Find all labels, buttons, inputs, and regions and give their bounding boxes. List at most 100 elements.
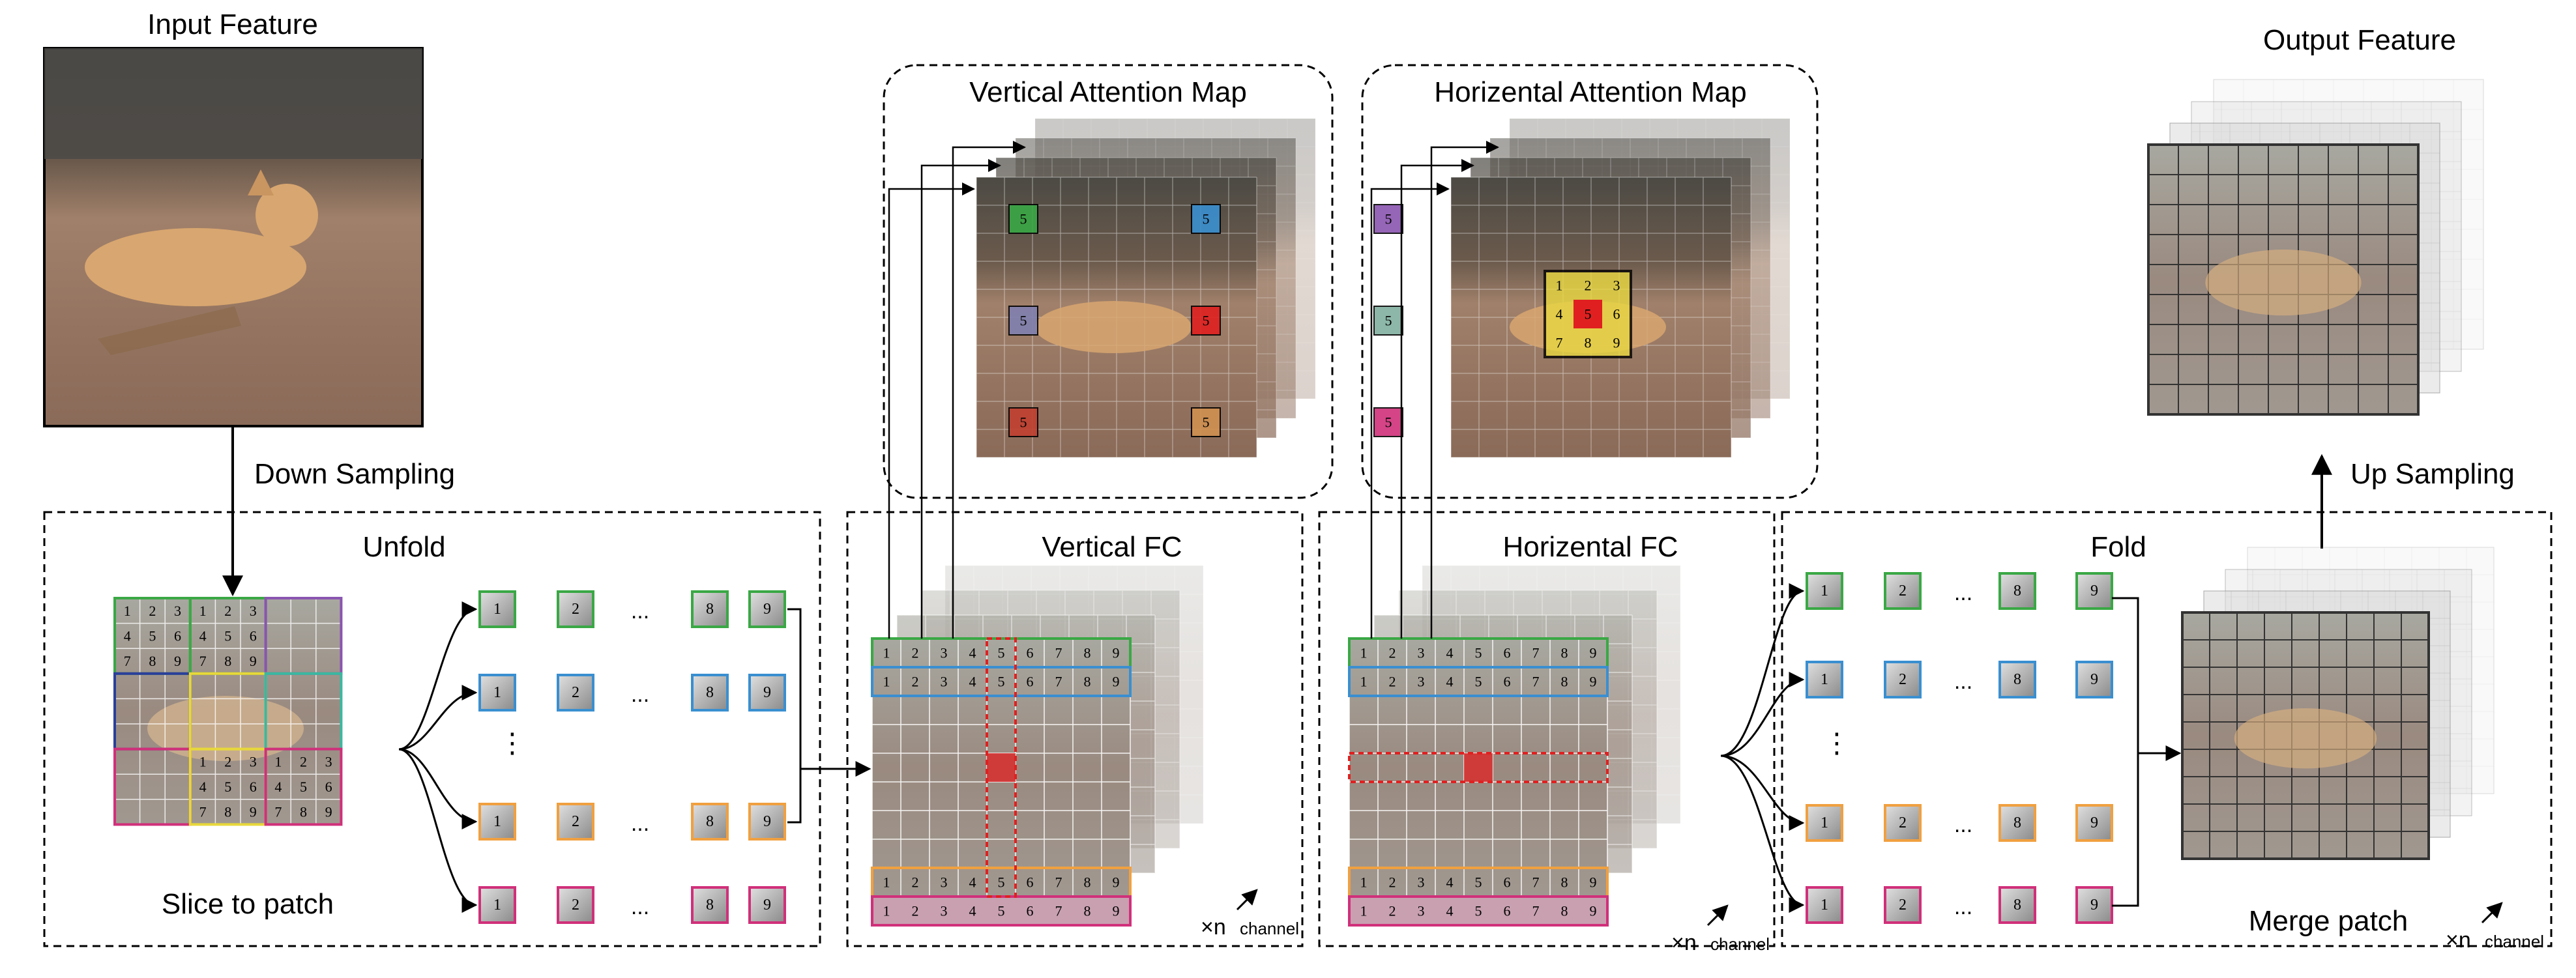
horizontal-fc-row-number: 1 [1360, 674, 1368, 690]
horizontal-fc-row-number: 4 [1446, 645, 1454, 661]
fold-in-arrow [1720, 672, 1805, 757]
unfold-patch-label: 8 [706, 601, 714, 618]
horizontal-fc-row-number: 3 [1418, 645, 1425, 661]
output-feature-title: Output Feature [2263, 24, 2456, 56]
horizontal-fc-pink-number: 1 [1360, 903, 1368, 919]
vertical-map-cell-label: 5 [1385, 414, 1392, 431]
horizontal-fc-row-number: 5 [1475, 874, 1482, 891]
vertical-fc-pink-number: 3 [941, 903, 948, 919]
fold-bracket [2112, 597, 2139, 907]
fold-vdots: ⋮ [1823, 728, 1851, 758]
horizontal-fc-channel-arrow [1706, 904, 1729, 927]
input-feature-image [43, 47, 424, 427]
horizontal-fc-pink-number: 7 [1532, 903, 1540, 919]
horizontal-fc-pink-number: 6 [1504, 903, 1511, 919]
slice-cell-number: 4 [274, 779, 282, 795]
slice-cell-number: 4 [124, 627, 131, 644]
horizontal-fc-row-number: 8 [1561, 874, 1568, 891]
fold-title: Fold [2090, 531, 2146, 563]
vertical-fc-row-number: 4 [969, 874, 976, 891]
fold-patch [1806, 886, 1843, 924]
vertical-fc-channel-arrow [1236, 889, 1258, 911]
slice-cell-number: 7 [274, 804, 282, 820]
unfold-patch-label: 1 [493, 601, 501, 618]
horizontal-fc-channel-channel: channel [1710, 934, 1770, 954]
down-sampling-label: Down Sampling [254, 458, 455, 490]
vertical-fc-row-number: 1 [883, 874, 890, 891]
unfold-patch-label: 2 [572, 813, 579, 830]
horizontal-map-number: 5 [1585, 306, 1592, 323]
slice-cell-number: 1 [199, 603, 207, 619]
vertical-fc-row-number: 4 [969, 674, 976, 690]
dog-shape [85, 228, 306, 306]
vertical-attention-map-title: Vertical Attention Map [969, 76, 1247, 108]
unfold-arrow [398, 748, 478, 913]
unfold-patch-label: 8 [706, 684, 714, 701]
fold-patch-label: 2 [1899, 582, 1907, 599]
fold-channel-times-n: ×n [2446, 928, 2471, 953]
vertical-map-cell [1008, 407, 1038, 437]
unfold-ellipsis: ... [631, 682, 649, 707]
slice-cell-number: 3 [250, 603, 257, 619]
fold-section [1781, 511, 2553, 947]
vertical-map-cell [1373, 204, 1403, 234]
horizontal-fc-row-number: 3 [1418, 674, 1425, 690]
slice-cell-number: 8 [224, 804, 231, 820]
vertical-fc-pink-number: 6 [1027, 903, 1034, 919]
vertical-fc-row [871, 666, 1132, 697]
horizontal-fc-pink-number: 9 [1590, 903, 1597, 919]
slice-cell-number: 8 [149, 653, 156, 669]
vertical-map-cell-label: 5 [1385, 313, 1392, 329]
vertical-fc-row-number: 9 [1113, 674, 1120, 690]
slice-cell-number: 3 [325, 753, 332, 769]
fold-patch [2075, 886, 2113, 924]
slice-cell-number: 5 [224, 627, 231, 644]
unfold-vdots: ⋮ [499, 728, 526, 758]
vertical-fc-row-number: 1 [883, 645, 890, 661]
vertical-map-cell [1373, 407, 1403, 437]
fold-patch [2075, 661, 2113, 698]
horizontal-fc-row-number: 1 [1360, 645, 1368, 661]
fold-patch [1884, 572, 1922, 610]
unfold-arrow [398, 685, 478, 751]
fold-patch-label: 1 [1821, 671, 1828, 688]
vertical-fc-row-number: 5 [998, 674, 1005, 690]
slice-cell-number: 9 [325, 804, 332, 820]
vertical-fc-section [846, 511, 1304, 947]
vertical-map-cell-label: 5 [1203, 313, 1210, 329]
fold-patch [1884, 804, 1922, 842]
fold-patch [1884, 661, 1922, 698]
unfold-patch [557, 803, 594, 841]
unfold-patch-label: 1 [493, 684, 501, 701]
vertical-fc-row-number: 2 [912, 674, 919, 690]
hfc-to-map-connector [1430, 141, 1499, 639]
fold-channel-channel: channel [2485, 932, 2544, 951]
slice-cell-number: 6 [325, 779, 332, 795]
horizontal-map-number: 4 [1556, 306, 1563, 323]
slice-cell-number: 6 [174, 627, 181, 644]
unfold-bracket [787, 608, 802, 824]
horizontal-fc-row-number: 3 [1418, 874, 1425, 891]
slice-cell-number: 1 [124, 603, 131, 619]
slice-cell-number: 3 [250, 753, 257, 769]
vertical-fc-pink-number: 5 [998, 903, 1005, 919]
unfold-arrow [398, 601, 478, 751]
vertical-fc-row-number: 8 [1084, 674, 1091, 690]
vertical-fc-row-number: 9 [1113, 645, 1120, 661]
horizontal-fc-row-number: 2 [1389, 645, 1396, 661]
unfold-patch-label: 2 [572, 684, 579, 701]
fold-patch-label: 2 [1899, 814, 1907, 831]
horizontal-fc-channel-times-n: ×n [1671, 930, 1697, 955]
unfold-patch [748, 803, 786, 841]
unfold-patch [557, 886, 594, 924]
vertical-map-cell-label: 5 [1203, 414, 1210, 431]
vertical-fc-row-number: 5 [998, 874, 1005, 891]
slice-cell-number: 6 [250, 627, 257, 644]
horizontal-fc-title: Horizental FC [1503, 531, 1678, 563]
vertical-map-cell [1373, 306, 1403, 336]
vertical-map-cell [1191, 204, 1221, 234]
vertical-fc-row-number: 5 [998, 645, 1005, 661]
vertical-fc-title: Vertical FC [1042, 531, 1182, 563]
unfold-patch-label: 9 [763, 601, 771, 618]
fold-patch [1806, 661, 1843, 698]
